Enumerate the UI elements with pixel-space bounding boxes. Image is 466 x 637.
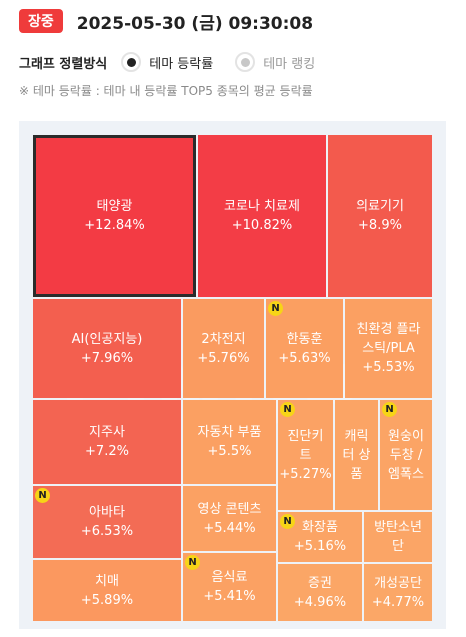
theme-rate: +4.96% <box>293 594 347 610</box>
theme-rate: +5.27% <box>279 466 332 482</box>
theme-tile-bts[interactable]: 방탄소년 단 <box>364 512 432 562</box>
theme-rate: +4.77% <box>371 594 425 610</box>
theme-tile-food-beverage[interactable]: N 음식료 +5.41% <box>183 553 276 621</box>
theme-tile-securities[interactable]: 증권 +4.96% <box>278 564 362 621</box>
theme-name: 원숭이 두창 / 엠폭스 <box>388 428 424 482</box>
theme-tile-monkeypox[interactable]: N 원숭이 두창 / 엠폭스 <box>380 400 432 510</box>
theme-tile-han-donghoon[interactable]: N 한동훈 +5.63% <box>266 299 343 398</box>
theme-rate: +6.53% <box>80 524 134 539</box>
theme-name: 방탄소년 단 <box>374 520 422 554</box>
theme-tile-avatar[interactable]: N 아바타 +6.53% <box>33 486 181 558</box>
theme-tile-covid-treatment[interactable]: 코로나 치료제 +10.82% <box>198 135 326 297</box>
theme-name: 지주사 <box>89 425 125 440</box>
theme-rate: +12.84% <box>84 218 145 233</box>
new-badge: N <box>280 402 295 417</box>
radio-selected-icon <box>121 52 142 72</box>
theme-tile-character-goods[interactable]: 캐릭 터 상 품 <box>335 400 378 510</box>
session-badge: 장중 <box>19 9 63 33</box>
theme-tile-eco-plastic[interactable]: 친환경 플라 스틱/PLA +5.53% <box>345 299 432 398</box>
theme-name: 개성공단 <box>374 575 422 591</box>
theme-rate: +5.53% <box>362 360 415 375</box>
theme-name: 진단키 트 <box>287 428 324 463</box>
theme-tile-cosmetics[interactable]: N 화장품 +5.16% <box>278 512 362 562</box>
theme-name: 화장품 <box>302 520 338 535</box>
theme-tile-diagnostic-kit[interactable]: N 진단키 트 +5.27% <box>278 400 333 510</box>
theme-tile-solar[interactable]: 태양광 +12.84% <box>33 135 196 297</box>
sort-option-label: 테마 랭킹 <box>263 56 316 72</box>
theme-treemap: FINUP 태양광 +12.84% 코로나 치료제 +10.82% 의료기기 +… <box>19 121 446 629</box>
sort-option-label: 테마 등락률 <box>149 56 214 72</box>
theme-tile-auto-parts[interactable]: 자동차 부품 +5.5% <box>183 400 276 484</box>
sort-option-ranking[interactable]: 테마 랭킹 <box>235 52 315 72</box>
new-badge: N <box>185 555 200 570</box>
theme-rate: +5.63% <box>278 350 331 366</box>
theme-name: 2차전지 <box>201 331 246 347</box>
theme-name: 친환경 플라 스틱/PLA <box>356 322 421 356</box>
theme-tile-kaesong[interactable]: 개성공단 +4.77% <box>364 564 432 621</box>
sort-label: 그래프 정렬방식 <box>19 56 108 72</box>
theme-rate: +7.96% <box>80 350 134 366</box>
theme-name: 의료기기 <box>356 199 404 214</box>
new-badge: N <box>35 488 50 503</box>
new-badge: N <box>280 514 295 529</box>
theme-name: 아바타 <box>89 505 125 520</box>
theme-name: 한동훈 <box>286 331 323 347</box>
theme-name: 음식료 <box>211 570 248 585</box>
theme-tile-dementia[interactable]: 치매 +5.89% <box>33 560 181 621</box>
theme-name: 영상 콘텐츠 <box>197 501 262 517</box>
rate-note: ※ 테마 등락률 : 테마 내 등락률 TOP5 종목의 평균 등락률 <box>19 84 313 98</box>
theme-name: 코로나 치료제 <box>224 199 300 214</box>
sort-option-change-rate[interactable]: 테마 등락률 <box>121 52 213 72</box>
theme-tile-holding-company[interactable]: 지주사 +7.2% <box>33 400 181 484</box>
theme-rate: +5.89% <box>80 592 134 608</box>
theme-name: 치매 <box>95 573 119 589</box>
theme-name: 증권 <box>308 575 332 591</box>
theme-rate: +7.2% <box>85 444 129 459</box>
theme-rate: +10.82% <box>231 218 293 233</box>
theme-name: 자동차 부품 <box>197 425 262 440</box>
theme-tile-video-content[interactable]: 영상 콘텐츠 +5.44% <box>183 486 276 551</box>
datetime-label: 2025-05-30 (금) 09:30:08 <box>76 13 314 34</box>
header: 장중 2025-05-30 (금) 09:30:08 <box>19 8 313 34</box>
theme-rate: +5.76% <box>197 350 250 366</box>
theme-tile-ai[interactable]: AI(인공지능) +7.96% <box>33 299 181 398</box>
theme-rate: +5.5% <box>207 444 252 459</box>
theme-rate: +5.41% <box>203 589 256 604</box>
theme-name: AI(인공지능) <box>71 331 143 347</box>
theme-name: 캐릭 터 상 품 <box>342 428 371 482</box>
theme-tile-secondary-battery[interactable]: 2차전지 +5.76% <box>183 299 264 398</box>
theme-name: 태양광 <box>96 199 133 214</box>
new-badge: N <box>268 301 283 316</box>
sort-options: 그래프 정렬방식 테마 등락률 테마 랭킹 <box>19 50 337 74</box>
theme-tile-medical-devices[interactable]: 의료기기 +8.9% <box>328 135 432 297</box>
new-badge: N <box>382 402 397 417</box>
theme-rate: +8.9% <box>358 218 402 233</box>
theme-rate: +5.44% <box>203 520 256 536</box>
radio-unselected-icon <box>235 52 256 72</box>
theme-rate: +5.16% <box>293 539 347 554</box>
